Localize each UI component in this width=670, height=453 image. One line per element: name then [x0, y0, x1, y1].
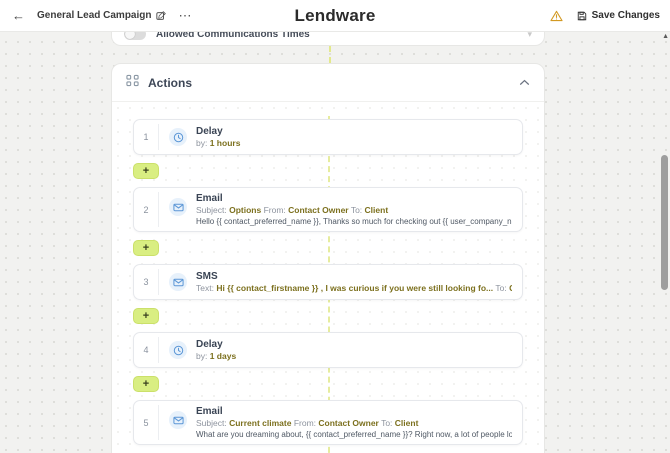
action-meta: by: 1 days: [196, 351, 237, 361]
add-action-button[interactable]: +: [133, 240, 159, 256]
campaign-name: General Lead Campaign: [37, 10, 152, 21]
action-row-email-5[interactable]: 5 Email Subject: Current climate From: C…: [133, 400, 523, 445]
actions-title: Actions: [148, 75, 193, 90]
scrollbar-up-arrow[interactable]: ▲: [662, 33, 669, 40]
message-icon: [169, 273, 187, 291]
actions-flow-canvas: 1 Delay by: 1 hours + 2: [112, 102, 544, 453]
email-preview: What are you dreaming about, {{ contact_…: [196, 430, 512, 439]
scrollbar-thumb[interactable]: [661, 155, 668, 290]
clock-icon: [169, 341, 187, 359]
step-number: 2: [143, 204, 149, 215]
step-number: 1: [143, 132, 149, 142]
action-meta: Subject: Options From: Contact Owner To:…: [196, 205, 389, 215]
actions-card: Actions 1 Delay by: 1 hours: [111, 63, 545, 453]
action-row-sms-3[interactable]: 3 SMS Text: Hi {{ contact_firstname }} ,…: [133, 264, 523, 300]
action-meta: Text: Hi {{ contact_firstname }} , I was…: [196, 283, 512, 293]
email-icon: [169, 198, 187, 216]
flow-connector: [329, 46, 331, 63]
action-title: Delay: [196, 339, 223, 350]
warning-icon[interactable]: [550, 10, 563, 22]
chevron-down-icon[interactable]: ▾: [527, 28, 532, 39]
email-preview: Hello {{ contact_preferred_name }}, Than…: [196, 217, 512, 226]
communications-label: Allowed Communications Times: [156, 28, 310, 40]
action-title: Email: [196, 193, 223, 204]
email-icon: [169, 411, 187, 429]
action-meta: Subject: Current climate From: Contact O…: [196, 418, 419, 428]
add-action-button[interactable]: +: [133, 163, 159, 179]
action-row-delay-4[interactable]: 4 Delay by: 1 days: [133, 332, 523, 368]
top-bar: ← General Lead Campaign ⋯ Lendware: [0, 0, 670, 32]
action-title: Delay: [196, 126, 223, 137]
step-number: 4: [143, 345, 149, 355]
save-changes-button[interactable]: Save Changes: [577, 10, 660, 21]
actions-header: Actions: [112, 64, 544, 102]
clock-icon: [169, 128, 187, 146]
action-meta: by: 1 hours: [196, 138, 241, 148]
save-icon: [577, 11, 587, 21]
workflow-icon: [126, 74, 139, 92]
action-title: Email: [196, 406, 223, 417]
action-row-email-2[interactable]: 2 Email Subject: Options From: Contact O…: [133, 187, 523, 232]
action-row-delay-1[interactable]: 1 Delay by: 1 hours: [133, 119, 523, 155]
action-title: SMS: [196, 271, 218, 282]
step-number: 3: [143, 277, 149, 287]
add-action-button[interactable]: +: [133, 376, 159, 392]
campaign-title-group: General Lead Campaign: [37, 10, 167, 21]
add-action-button[interactable]: +: [133, 308, 159, 324]
edit-icon[interactable]: [156, 10, 167, 21]
back-icon[interactable]: ←: [12, 8, 25, 23]
step-number: 5: [143, 417, 149, 428]
chevron-up-icon[interactable]: [519, 79, 530, 86]
more-menu-icon[interactable]: ⋯: [178, 8, 193, 23]
